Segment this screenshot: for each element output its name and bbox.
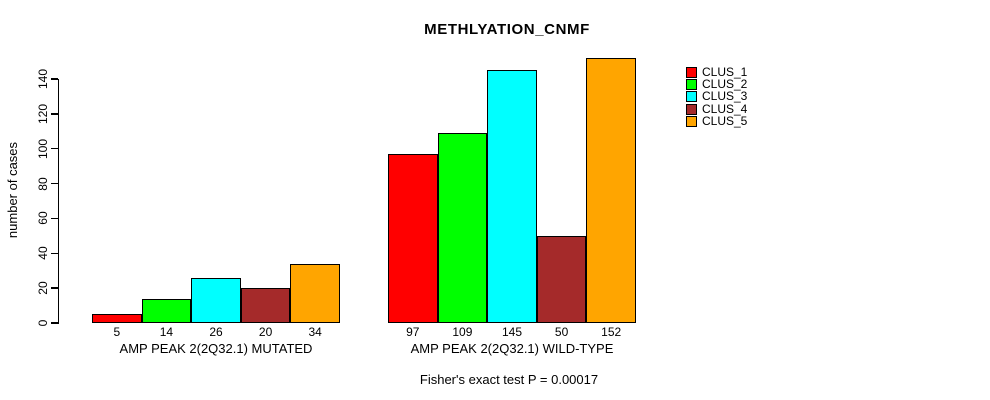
legend-label: CLUS_4 [702, 101, 748, 116]
bar-clus_5-wildtype [586, 58, 636, 323]
y-axis-tick-label: 140 [36, 68, 50, 89]
y-axis-tick-label: 60 [36, 211, 50, 226]
y-axis-tick-label: 40 [36, 246, 50, 260]
bar-value-label: 145 [501, 325, 523, 339]
y-axis-tick-label: 120 [36, 103, 50, 124]
bar-clus_5-mutated [290, 263, 340, 323]
y-axis-tick-label: 20 [36, 281, 50, 295]
bar-clus_1-mutated [92, 314, 142, 323]
x-group-label: AMP PEAK 2(2Q32.1) MUTATED [119, 341, 313, 356]
legend-swatch-clus_2 [686, 79, 697, 91]
bar-value-label: 97 [406, 325, 420, 339]
bar-value-label: 14 [159, 325, 174, 339]
bar-value-label: 5 [113, 325, 121, 339]
y-axis-tick [50, 252, 58, 255]
bar-clus_3-wildtype [487, 70, 537, 323]
legend-swatch-clus_3 [686, 91, 697, 103]
y-axis-tick [50, 217, 58, 220]
y-axis-tick [50, 287, 58, 289]
bar-value-label: 50 [554, 325, 569, 339]
y-axis-tick [50, 322, 58, 324]
bar-clus_4-mutated [240, 288, 291, 323]
bar-value-label: 26 [209, 325, 223, 339]
x-group-label: AMP PEAK 2(2Q32.1) WILD-TYPE [410, 341, 614, 356]
bar-value-label: 34 [308, 325, 322, 339]
y-axis-line [57, 78, 59, 325]
bar-clus_3-mutated [191, 277, 241, 323]
bar-clus_2-mutated [141, 298, 192, 323]
y-axis-tick-label: 100 [36, 138, 50, 159]
bar-clus_4-wildtype [536, 235, 587, 323]
bar-value-label: 109 [452, 325, 473, 339]
chart-title: METHLYATION_CNMF [424, 21, 590, 38]
y-axis-tick [50, 78, 58, 80]
y-axis-title: number of cases [5, 141, 20, 239]
bar-value-label: 20 [258, 325, 273, 339]
bar-value-label: 152 [601, 325, 622, 339]
fisher-test-annotation: Fisher's exact test P = 0.00017 [419, 372, 599, 387]
legend-swatch-clus_1 [686, 67, 697, 78]
y-axis-tick [50, 147, 58, 150]
legend-label: CLUS_5 [702, 113, 748, 128]
legend-label: CLUS_2 [702, 77, 748, 92]
y-axis-tick-label: 80 [36, 176, 50, 191]
legend-swatch-clus_4 [686, 103, 697, 115]
legend-swatch-clus_5 [686, 115, 697, 127]
legend-label: CLUS_1 [702, 65, 748, 79]
bar-clus_1-wildtype [388, 153, 438, 323]
y-axis-tick [50, 113, 58, 115]
y-axis-tick-label: 0 [36, 319, 50, 327]
bar-clus_2-wildtype [437, 133, 488, 323]
y-axis-tick [50, 182, 58, 185]
legend-label: CLUS_3 [702, 89, 748, 104]
